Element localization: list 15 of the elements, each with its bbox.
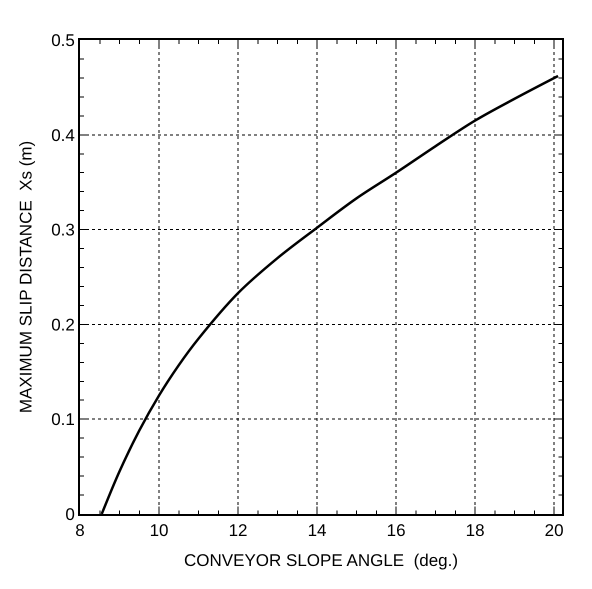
y-tick-label: 0.3 xyxy=(51,220,75,240)
y-axis-title: MAXIMUM SLIP DISTANCE Xs (m) xyxy=(16,140,36,414)
x-tick-label: 20 xyxy=(544,521,564,540)
x-tick-label: 14 xyxy=(308,521,327,540)
x-tick-label: 12 xyxy=(228,521,248,540)
y-tick-label: 0.2 xyxy=(51,315,75,334)
y-tick-label: 0.5 xyxy=(51,30,75,50)
x-tick-label: 8 xyxy=(75,521,85,540)
y-tick-label: 0.1 xyxy=(51,410,75,430)
x-tick-label: 18 xyxy=(466,521,485,540)
x-axis-title: CONVEYOR SLOPE ANGLE (deg.) xyxy=(184,551,458,570)
x-tick-label: 16 xyxy=(386,521,406,540)
x-tick-label: 10 xyxy=(150,521,168,540)
y-tick-label: 0 xyxy=(65,504,75,524)
y-tick-label: 0.4 xyxy=(51,126,75,145)
